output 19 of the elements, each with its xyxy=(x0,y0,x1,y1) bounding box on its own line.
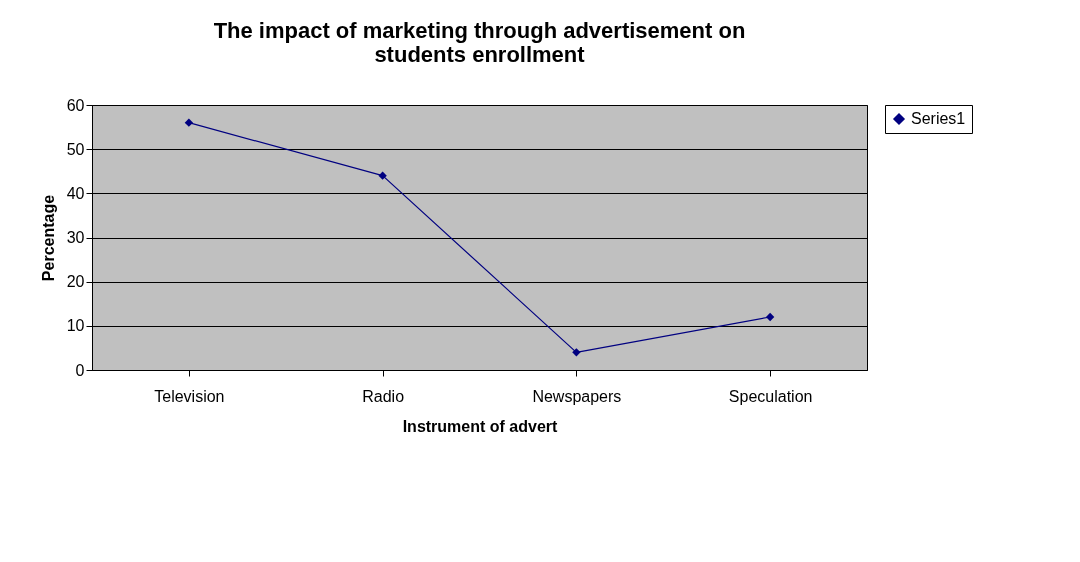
y-tick-label: 60 xyxy=(66,96,85,114)
y-axis-title: Percentage xyxy=(39,194,57,282)
x-tick-label: Newspapers xyxy=(532,387,622,405)
point xyxy=(184,118,194,127)
x-tick-label: Speculation xyxy=(728,387,813,405)
point xyxy=(378,171,387,180)
x-tick-label: Radio xyxy=(362,387,405,405)
y-tick-label: 30 xyxy=(66,229,85,246)
point xyxy=(572,348,581,357)
x-tick-label: Television xyxy=(154,387,225,405)
point xyxy=(765,312,775,322)
y-tick-label: 0 xyxy=(75,361,85,379)
y-tick-label: 40 xyxy=(66,184,85,202)
y-tick-label: 20 xyxy=(66,273,85,291)
y-tick-label: 10 xyxy=(66,317,85,335)
chart-title: The impact of marketing through advertisement on students enrollment xyxy=(213,18,746,67)
x-axis-title: Instrument of advert xyxy=(402,417,559,435)
y-tick-label: 50 xyxy=(66,140,85,158)
legend-label: Series1 xyxy=(911,110,966,127)
